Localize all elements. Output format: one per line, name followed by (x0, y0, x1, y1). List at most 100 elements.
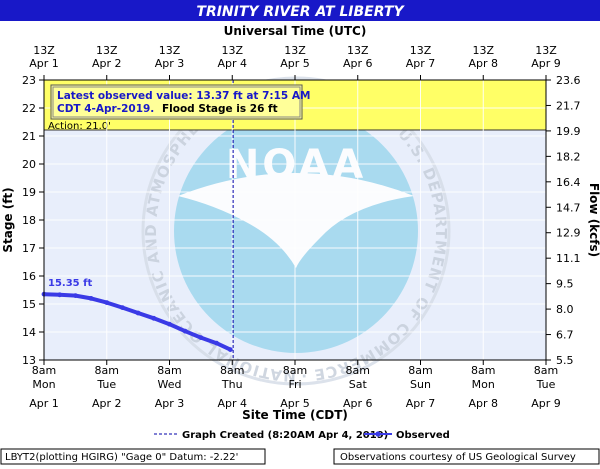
observed-point (73, 293, 78, 298)
bottom-tick-day: Sat (349, 378, 368, 391)
bottom-tick-time: 8am (220, 364, 244, 377)
top-tick-time: 13Z (284, 44, 306, 57)
right-tick-label: 21.7 (556, 99, 581, 112)
left-tick-label: 20 (22, 158, 36, 171)
top-tick-time: 13Z (33, 44, 55, 57)
legend-created-label: Graph Created (8:20AM Apr 4, 2019) (182, 430, 388, 441)
right-tick-label: 11.1 (556, 252, 581, 265)
bottom-tick-date: Apr 1 (29, 397, 59, 410)
top-tick-time: 13Z (96, 44, 118, 57)
bottom-tick-date: Apr 2 (92, 397, 122, 410)
observed-point (182, 328, 188, 334)
grid (44, 80, 546, 360)
bottom-tick-date: Apr 9 (531, 397, 561, 410)
right-tick-label: 18.2 (556, 150, 581, 163)
bottom-tick-date: Apr 5 (280, 397, 310, 410)
footer-left-box (0, 448, 266, 465)
right-tick-label: 19.9 (556, 125, 581, 138)
bottom-tick-time: 8am (534, 364, 558, 377)
top-tick-date: Apr 6 (343, 57, 373, 70)
top-tick-time: 13Z (535, 44, 557, 57)
top-tick-date: Apr 4 (217, 57, 247, 70)
title-bar (0, 0, 600, 21)
observed-point (227, 347, 233, 352)
observed-point (88, 296, 94, 301)
top-tick-time: 13Z (221, 44, 243, 57)
first-value-label: 15.35 ft (48, 278, 92, 289)
bottom-tick-day: Wed (158, 378, 182, 391)
bottom-tick-day: Fri (288, 378, 301, 391)
bottom-tick-day: Mon (472, 378, 495, 391)
bottom-tick-time: 8am (346, 364, 370, 377)
observed-point (151, 315, 157, 321)
observed-point (104, 300, 110, 305)
right-tick-label: 12.9 (556, 227, 581, 240)
top-tick-time: 13Z (472, 44, 494, 57)
observed-point (135, 310, 141, 316)
left-tick-label: 21 (22, 130, 36, 143)
observed-point (214, 340, 220, 346)
bottom-tick-date: Apr 6 (343, 397, 373, 410)
left-tick-label: 17 (22, 242, 36, 255)
bottom-tick-date: Apr 7 (406, 397, 436, 410)
top-tick-time: 13Z (410, 44, 432, 57)
legend: Graph Created (8:20AM Apr 4, 2019) Obser… (154, 430, 450, 441)
bottom-tick-time: 8am (157, 364, 181, 377)
footer-left-text: LBYT2(plotting HGIRG) "Gage 0" Datum: -2… (5, 452, 238, 463)
bottom-tick-day: Tue (536, 378, 556, 391)
annotation-line-1: Latest observed value: 13.37 ft at 7:15 … (57, 90, 310, 102)
bottom-tick-day: Thu (221, 378, 243, 391)
top-tick-date: Apr 2 (92, 57, 122, 70)
right-axis-title: Flow (kcfs) (587, 183, 600, 257)
right-tick-label: 6.7 (556, 329, 574, 342)
bottom-tick-time: 8am (95, 364, 119, 377)
plot-border (43, 79, 547, 361)
bottom-tick-time: 8am (32, 364, 56, 377)
bottom-tick-day: Sun (410, 378, 431, 391)
bottom-tick-date: Apr 3 (155, 397, 185, 410)
observed-point (120, 305, 125, 310)
bottom-tick-date: Apr 8 (468, 397, 498, 410)
right-tick-label: 8.0 (556, 303, 574, 316)
left-tick-label: 23 (22, 74, 36, 87)
observed-point (57, 292, 63, 298)
left-tick-label: 18 (22, 214, 36, 227)
annotation-flood-stage: Flood Stage is 26 ft (162, 103, 278, 115)
footer-right-text: Observations courtesy of US Geological S… (340, 452, 576, 463)
footer-right-box (333, 448, 600, 465)
annotation-date: CDT 4-Apr-2019. (57, 103, 154, 115)
noaa-logo-text: NOAA (226, 142, 366, 188)
top-axis-title: Universal Time (UTC) (224, 24, 367, 38)
right-tick-label: 5.5 (556, 354, 574, 367)
left-tick-label: 16 (22, 270, 36, 283)
right-tick-label: 14.7 (556, 201, 581, 214)
top-tick-date: Apr 7 (406, 57, 436, 70)
top-tick-date: Apr 5 (280, 57, 310, 70)
bottom-tick-day: Mon (32, 378, 55, 391)
bottom-tick-time: 8am (471, 364, 495, 377)
right-tick-label: 16.4 (556, 176, 581, 189)
bottom-tick-time: 8am (408, 364, 432, 377)
top-tick-date: Apr 9 (531, 57, 561, 70)
action-stage-label: Action: 21.0' (48, 121, 111, 132)
right-tick-label: 23.6 (556, 74, 581, 87)
left-tick-label: 14 (22, 326, 36, 339)
latest-value-annotation: Latest observed value: 13.37 ft at 7:15 … (50, 84, 310, 120)
annotation-line-2: CDT 4-Apr-2019. Flood Stage is 26 ft (57, 103, 278, 115)
chart-title: TRINITY RIVER AT LIBERTY (196, 4, 405, 20)
left-tick-label: 19 (22, 186, 36, 199)
legend-observed-label: Observed (396, 430, 450, 441)
noaa-logo-ring (141, 76, 451, 386)
left-axis-ticks: 13 14 15 16 17 18 19 20 21 22 23 (22, 74, 44, 367)
left-axis-title: Stage (ft) (1, 187, 15, 252)
left-tick-label: 15 (22, 298, 36, 311)
top-tick-date: Apr 3 (155, 57, 185, 70)
top-tick-date: Apr 8 (468, 57, 498, 70)
observed-point (167, 321, 172, 327)
bottom-tick-day: Tue (96, 378, 116, 391)
top-tick-time: 13Z (347, 44, 369, 57)
